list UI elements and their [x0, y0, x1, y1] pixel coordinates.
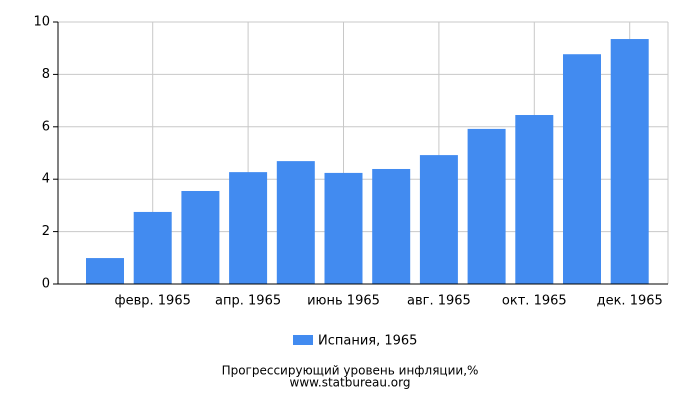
x-tick-label: авг. 1965	[407, 294, 471, 309]
y-tick-label: 8	[42, 67, 50, 82]
x-tick-label: окт. 1965	[502, 294, 567, 309]
bar	[86, 258, 124, 284]
bar	[324, 172, 363, 284]
chart-caption: Прогрессирующий уровень инфляции,%	[222, 364, 479, 378]
x-tick-label: февр. 1965	[115, 294, 191, 309]
bar	[467, 128, 506, 284]
y-tick-label: 10	[33, 15, 50, 30]
x-tick-label: апр. 1965	[215, 294, 281, 309]
bar	[181, 190, 220, 284]
source: www.statbureau.org	[290, 376, 411, 390]
y-tick-label: 6	[42, 119, 50, 134]
bar	[515, 115, 554, 284]
y-tick-label: 4	[42, 172, 50, 187]
bar	[229, 172, 268, 284]
x-tick-label: июнь 1965	[307, 294, 380, 309]
x-tick-label: дек. 1965	[597, 294, 663, 309]
bar	[372, 168, 411, 284]
bar	[563, 54, 601, 285]
y-tick-label: 2	[42, 224, 50, 239]
legend-swatch	[293, 335, 313, 345]
bar	[276, 161, 315, 284]
y-tick-label: 0	[42, 277, 50, 292]
bar	[610, 39, 649, 284]
bar	[133, 211, 172, 284]
bar	[419, 155, 458, 284]
legend-label: Испания, 1965	[318, 334, 417, 349]
